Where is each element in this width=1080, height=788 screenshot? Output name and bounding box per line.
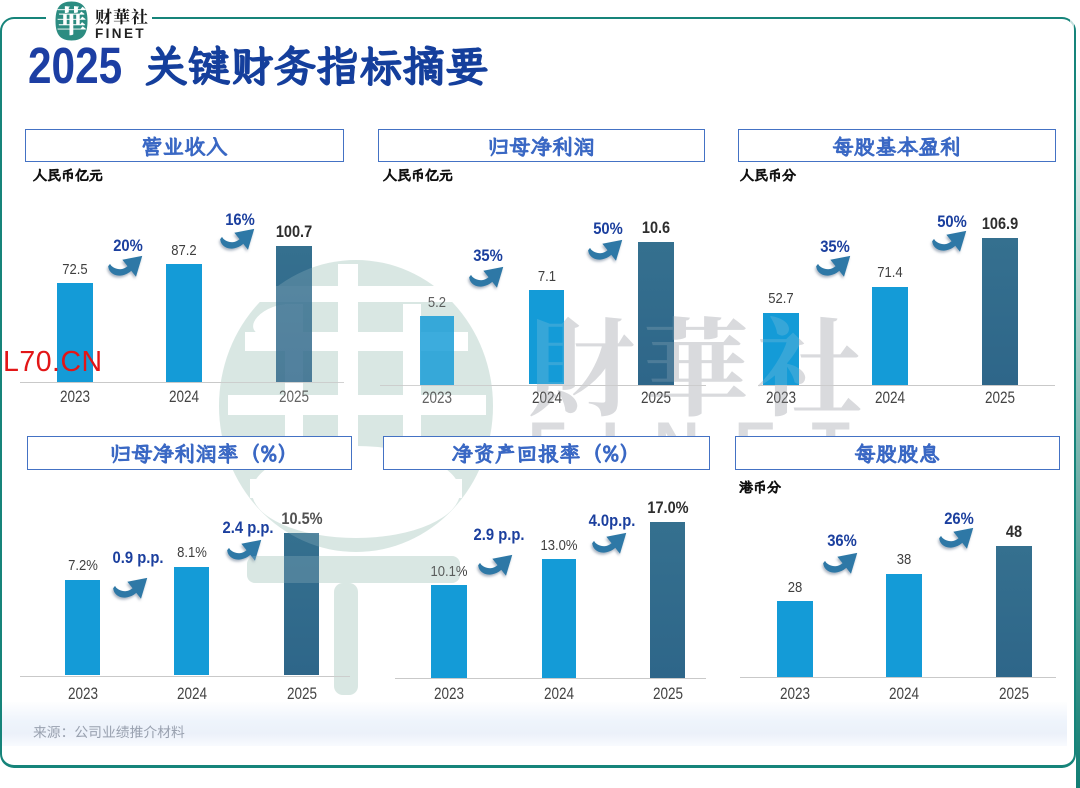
svg-text:華: 華 bbox=[56, 1, 87, 41]
svg-text:財華社: 財華社 bbox=[528, 284, 870, 438]
